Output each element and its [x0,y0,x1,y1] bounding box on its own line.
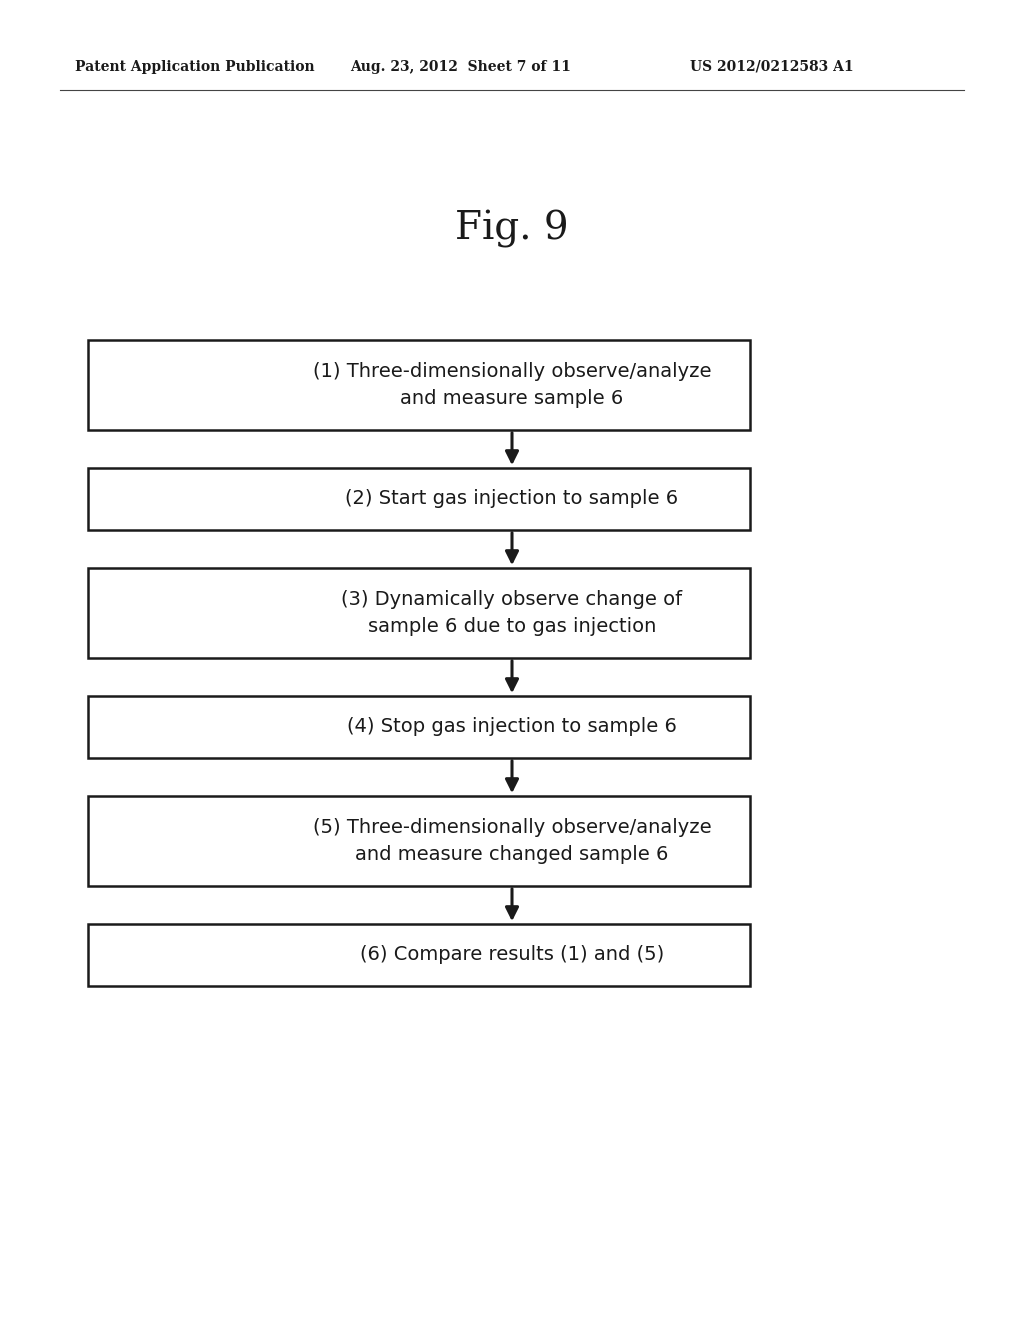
Text: Patent Application Publication: Patent Application Publication [75,59,314,74]
Text: US 2012/0212583 A1: US 2012/0212583 A1 [690,59,854,74]
Bar [88,924,750,986]
Text: (3) Dynamically observe change of
sample 6 due to gas injection: (3) Dynamically observe change of sample… [341,590,683,636]
Bar [88,469,750,531]
Bar [88,696,750,758]
Text: (4) Stop gas injection to sample 6: (4) Stop gas injection to sample 6 [347,718,677,737]
Text: (6) Compare results (1) and (5): (6) Compare results (1) and (5) [359,945,665,965]
Text: (5) Three-dimensionally observe/analyze
and measure changed sample 6: (5) Three-dimensionally observe/analyze … [312,818,712,863]
Bar [88,796,750,886]
Text: (2) Start gas injection to sample 6: (2) Start gas injection to sample 6 [345,490,679,508]
Bar [88,341,750,430]
Text: Fig. 9: Fig. 9 [456,210,568,248]
Text: Aug. 23, 2012  Sheet 7 of 11: Aug. 23, 2012 Sheet 7 of 11 [350,59,570,74]
Bar [88,568,750,657]
Text: (1) Three-dimensionally observe/analyze
and measure sample 6: (1) Three-dimensionally observe/analyze … [312,362,712,408]
